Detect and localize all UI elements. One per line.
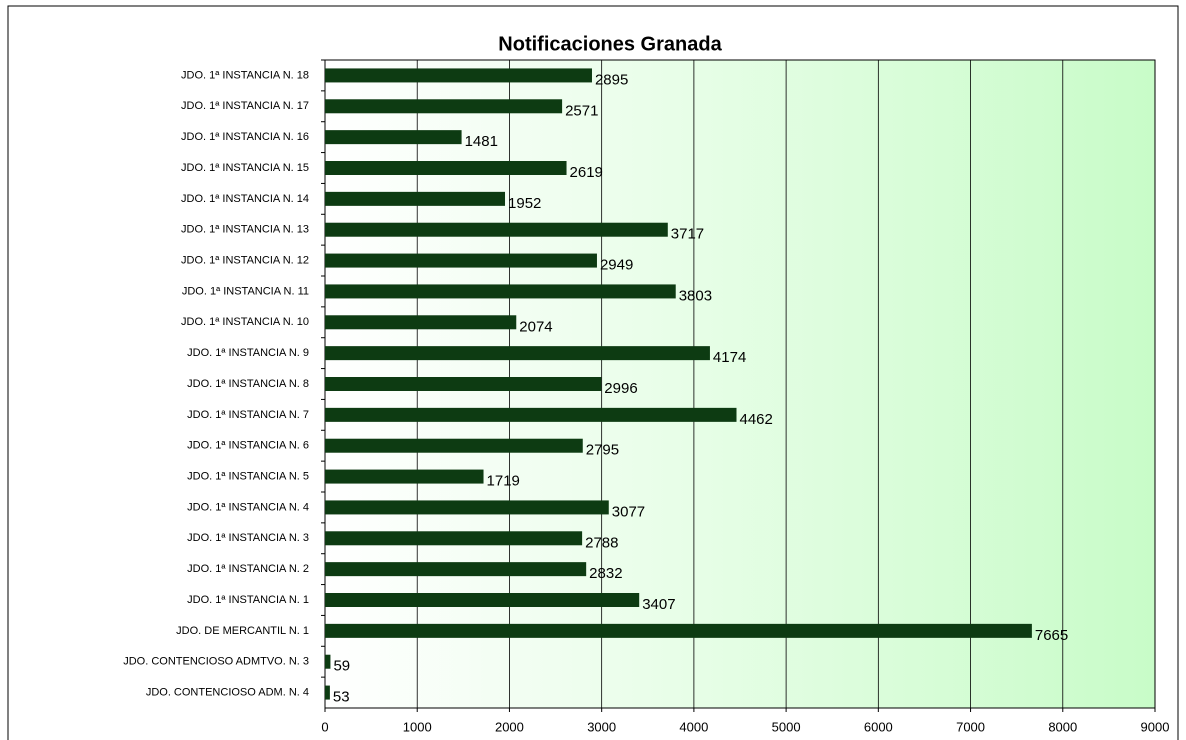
y-tick-label: JDO. 1ª INSTANCIA N. 3 (187, 532, 309, 544)
y-tick-label: JDO. 1ª INSTANCIA N. 8 (187, 378, 309, 390)
bar (325, 99, 563, 114)
value-label: 2074 (519, 318, 552, 335)
bar (325, 562, 587, 577)
y-tick-label: JDO. 1ª INSTANCIA N. 17 (181, 100, 309, 112)
y-tick-label: JDO. 1ª INSTANCIA N. 6 (187, 440, 309, 452)
x-tick-label: 6000 (864, 719, 893, 734)
value-label: 3077 (612, 503, 645, 520)
value-label: 2571 (565, 102, 598, 119)
chart-title: Notificaciones Granada (498, 33, 722, 55)
value-label: 3717 (671, 226, 704, 243)
y-tick-label: JDO. 1ª INSTANCIA N. 12 (181, 254, 309, 266)
bar (325, 161, 567, 175)
y-tick-label: JDO. 1ª INSTANCIA N. 7 (187, 409, 309, 421)
y-tick-label: JDO. 1ª INSTANCIA N. 1 (187, 594, 309, 606)
x-tick-label: 3000 (587, 719, 616, 734)
value-label: 2996 (604, 380, 637, 397)
value-label: 2832 (589, 565, 622, 582)
bar (325, 531, 583, 546)
bar (325, 593, 640, 607)
y-tick-label: JDO. 1ª INSTANCIA N. 11 (182, 285, 309, 297)
value-label: 4174 (713, 349, 746, 366)
bar (325, 284, 676, 299)
y-tick-label: JDO. 1ª INSTANCIA N. 10 (181, 316, 309, 328)
y-tick-label: JDO. CONTENCIOSO ADMTVO. N. 3 (123, 656, 309, 668)
value-label: 1719 (487, 473, 520, 490)
bar (325, 253, 597, 268)
y-tick-label: JDO. DE MERCANTIL N. 1 (176, 625, 309, 637)
bar (325, 377, 602, 391)
bar (325, 191, 506, 206)
x-tick-label: 9000 (1141, 719, 1170, 734)
y-tick-label: JDO. CONTENCIOSO ADM. N. 4 (146, 686, 309, 698)
bar (325, 469, 484, 484)
bar (325, 222, 668, 237)
bar (325, 438, 583, 453)
value-label: 2895 (595, 71, 628, 88)
value-label: 2619 (570, 164, 603, 181)
y-tick-label: JDO. 1ª INSTANCIA N. 5 (187, 470, 309, 482)
chart-frame (7, 5, 1179, 740)
bar (325, 130, 462, 145)
x-tick-label: 0 (321, 719, 328, 734)
bar (325, 654, 331, 669)
value-label: 2795 (586, 442, 619, 459)
value-label: 1952 (508, 195, 541, 212)
x-tick-label: 7000 (956, 719, 985, 734)
value-label: 7665 (1035, 627, 1068, 644)
value-label: 3803 (679, 287, 712, 304)
bar (325, 407, 737, 422)
y-tick-label: JDO. 1ª INSTANCIA N. 4 (187, 501, 309, 513)
bar (325, 346, 710, 361)
y-tick-label: JDO. 1ª INSTANCIA N. 15 (181, 162, 309, 174)
x-tick-label: 2000 (495, 719, 524, 734)
x-tick-label: 4000 (679, 719, 708, 734)
y-tick-label: JDO. 1ª INSTANCIA N. 13 (181, 224, 309, 236)
x-tick-label: 5000 (772, 719, 801, 734)
bar (325, 623, 1032, 638)
bar (325, 68, 592, 83)
bar (325, 315, 517, 330)
value-label: 1481 (465, 133, 498, 150)
bar (325, 500, 609, 515)
value-label: 2949 (600, 257, 633, 274)
y-tick-label: JDO. 1ª INSTANCIA N. 14 (181, 193, 309, 205)
value-label: 3407 (642, 596, 675, 613)
y-tick-label: JDO. 1ª INSTANCIA N. 2 (187, 563, 309, 575)
value-label: 4462 (739, 411, 772, 428)
x-tick-label: 1000 (403, 719, 432, 734)
y-tick-label: JDO. 1ª INSTANCIA N. 9 (187, 347, 309, 359)
value-label: 53 (333, 689, 350, 706)
y-tick-label: JDO. 1ª INSTANCIA N. 16 (181, 131, 309, 143)
value-label: 59 (333, 658, 350, 675)
value-label: 2788 (585, 534, 618, 551)
x-tick-label: 8000 (1048, 719, 1077, 734)
bar (325, 685, 330, 700)
y-tick-label: JDO. 1ª INSTANCIA N. 18 (181, 69, 309, 81)
